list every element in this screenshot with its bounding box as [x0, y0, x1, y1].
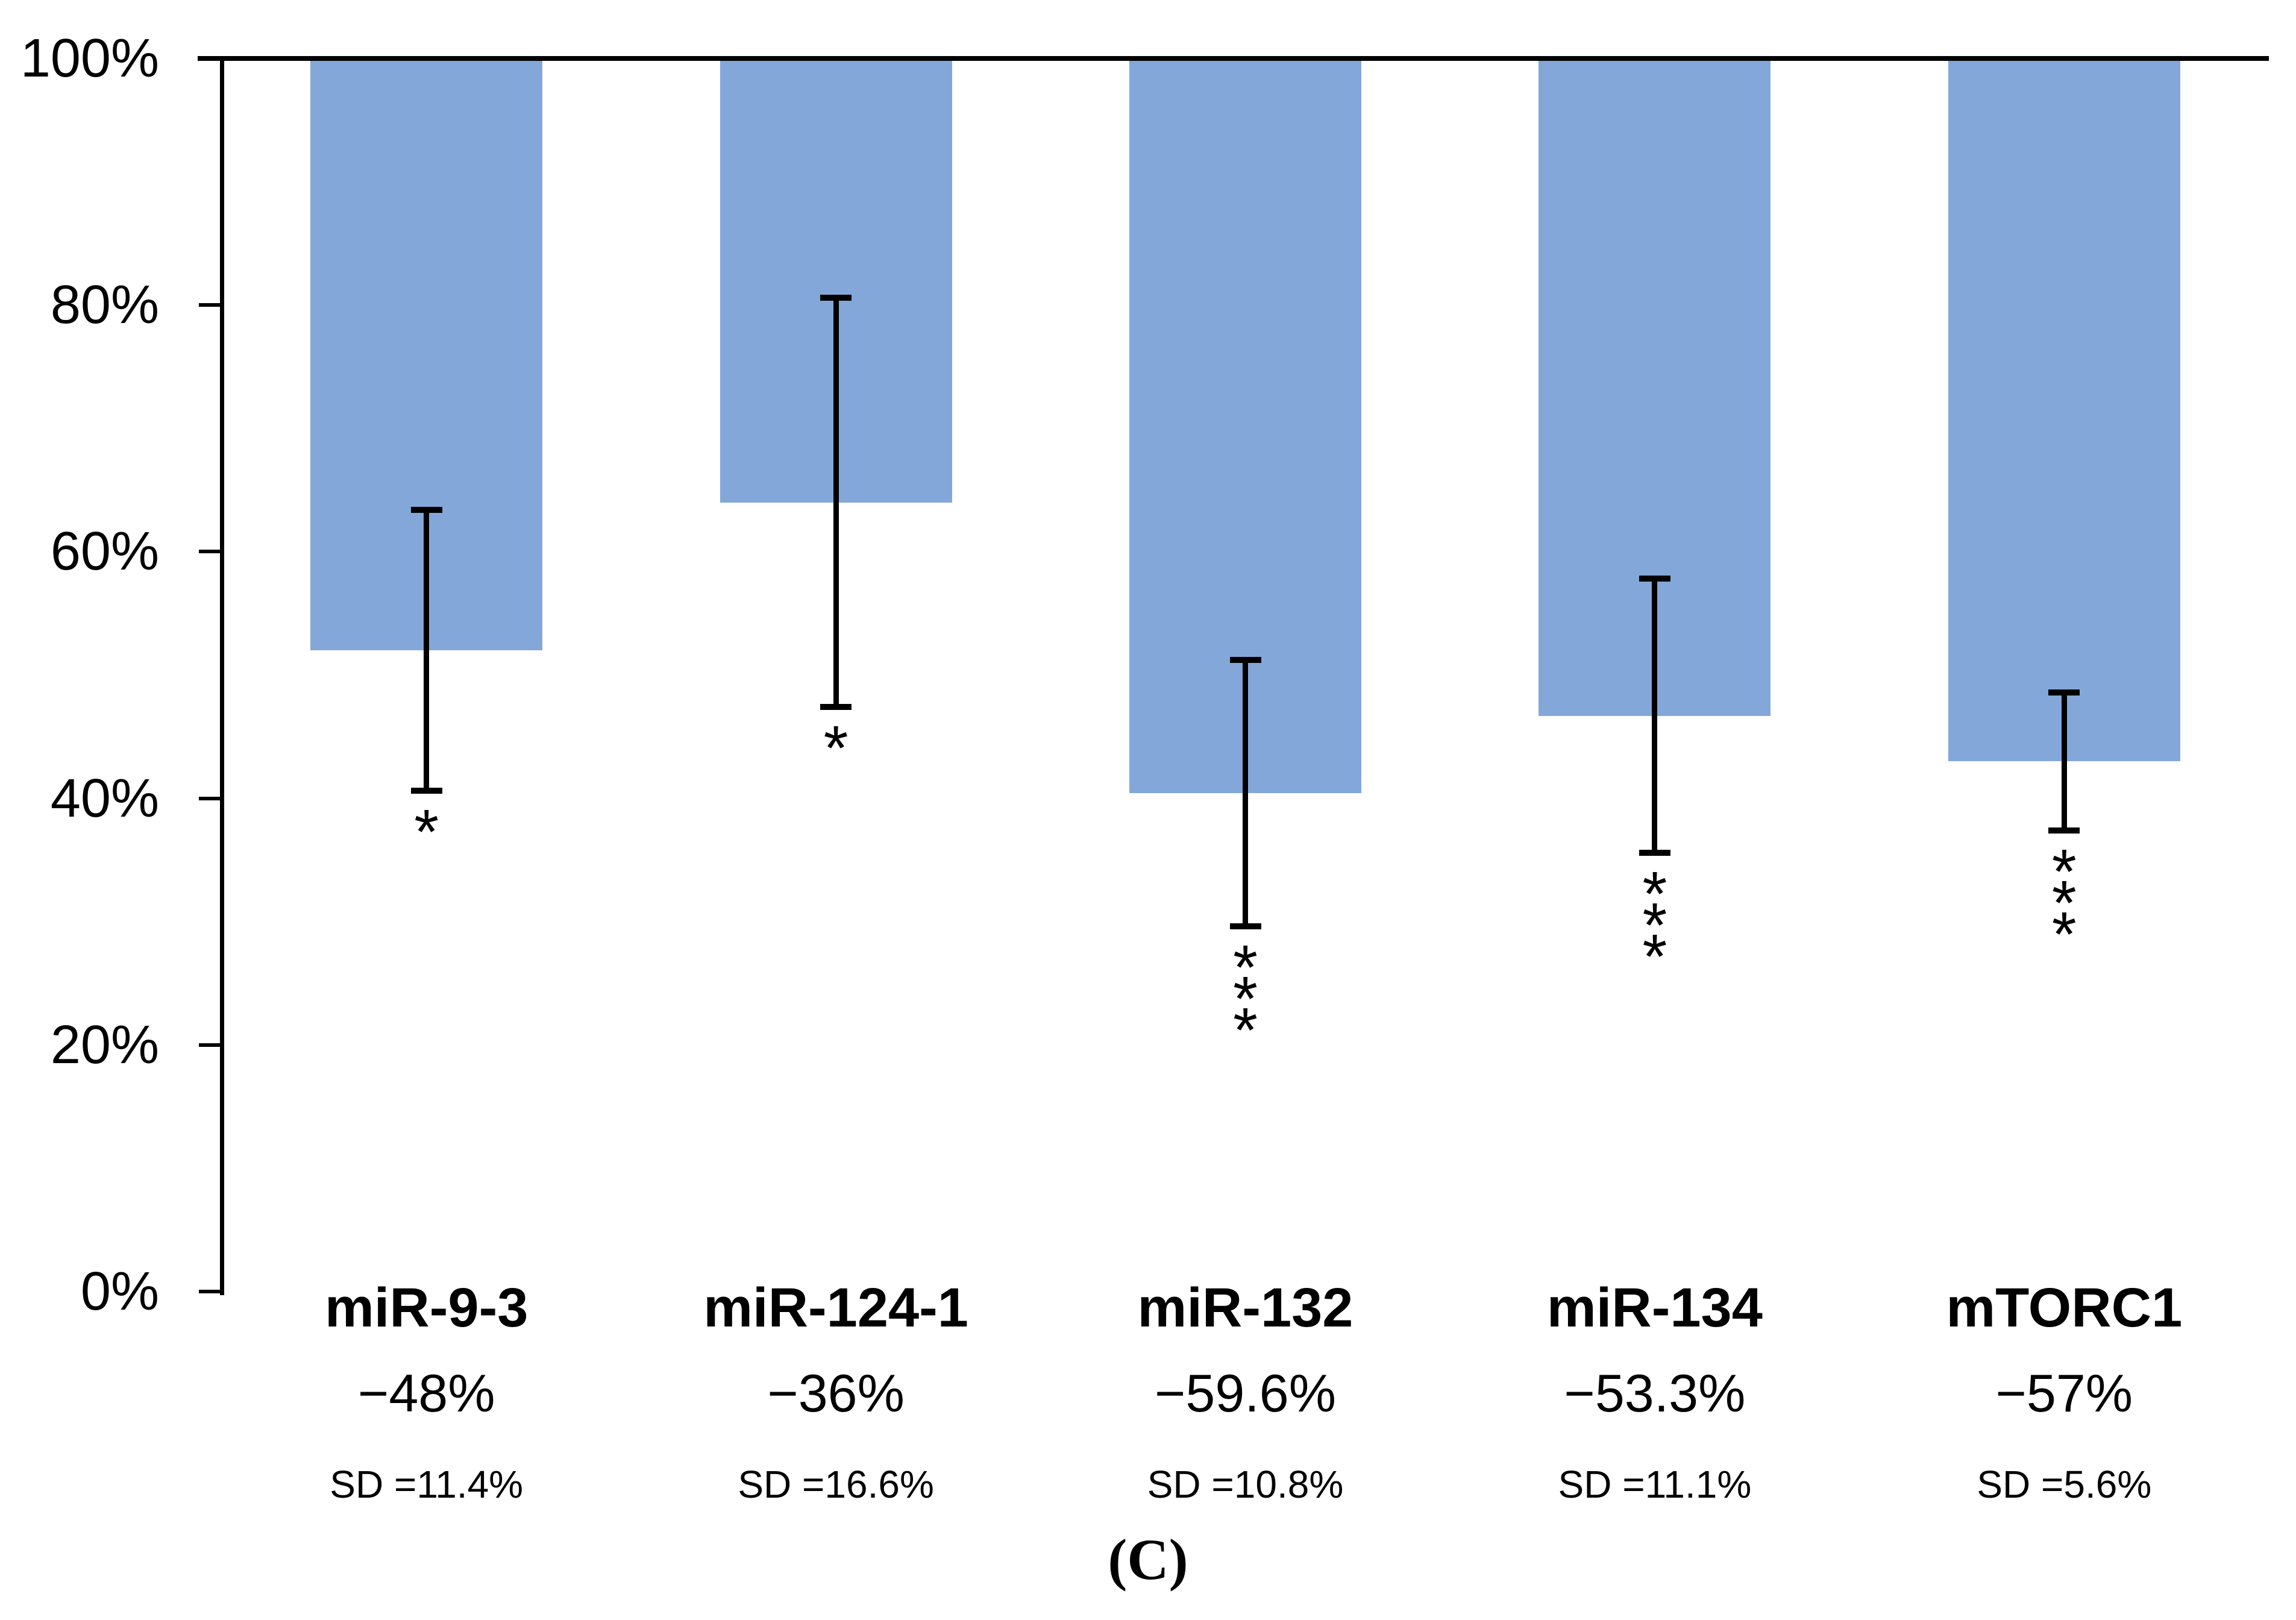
error-bar-cap-top: [1229, 657, 1261, 664]
error-bar-cap-bottom: [2048, 827, 2080, 834]
error-bar-line: [424, 509, 430, 791]
category-label: miR-132: [1137, 1277, 1353, 1339]
y-tick: [199, 1290, 222, 1293]
error-bar-line: [1652, 579, 1658, 853]
error-bar-line: [2061, 692, 2067, 830]
category-label: mTORC1: [1946, 1277, 2183, 1339]
error-bar-cap-bottom: [1229, 923, 1261, 930]
y-tick: [199, 550, 222, 554]
y-tick-label: 80%: [50, 275, 159, 336]
category-label: miR-9-3: [324, 1277, 529, 1339]
sd-label: SD =16.6%: [738, 1463, 934, 1506]
error-bar-cap-top: [1639, 576, 1670, 582]
error-bar-cap-top: [410, 506, 442, 513]
reduction-label: −36%: [767, 1363, 905, 1423]
category-label: miR-134: [1546, 1277, 1763, 1339]
category-label: miR-124-1: [703, 1277, 968, 1339]
error-bar-cap-bottom: [410, 788, 442, 794]
error-bar-cap-bottom: [820, 704, 852, 711]
error-bar-line: [1243, 660, 1248, 927]
reduction-label: −59.6%: [1155, 1363, 1336, 1423]
error-bar-cap-bottom: [1639, 849, 1670, 856]
bar: [1948, 58, 2180, 762]
y-tick-label: 40%: [50, 768, 159, 829]
y-tick-label: 0%: [80, 1261, 159, 1322]
plot-top-border-line: [198, 56, 2269, 61]
error-bar-line: [833, 297, 839, 708]
error-bar-cap-top: [820, 294, 852, 301]
y-tick: [199, 796, 222, 800]
error-bar-cap-top: [2048, 689, 2080, 695]
y-axis-line: [220, 56, 224, 1295]
reduction-label: −57%: [1995, 1363, 2133, 1423]
sd-label: SD =11.1%: [1558, 1463, 1752, 1506]
reduction-label: −48%: [357, 1363, 495, 1423]
reduction-label: −53.3%: [1564, 1363, 1746, 1423]
sd-label: SD =5.6%: [1977, 1463, 2152, 1506]
y-tick-label: 60%: [50, 521, 159, 582]
y-tick-label: 20%: [50, 1014, 159, 1075]
sd-label: SD =11.4%: [330, 1463, 524, 1506]
y-tick-label: 100%: [20, 28, 159, 89]
y-tick: [199, 303, 222, 307]
figure-caption: (C): [1108, 1527, 1188, 1592]
sd-label: SD =10.8%: [1147, 1463, 1344, 1506]
y-tick: [199, 1043, 222, 1047]
